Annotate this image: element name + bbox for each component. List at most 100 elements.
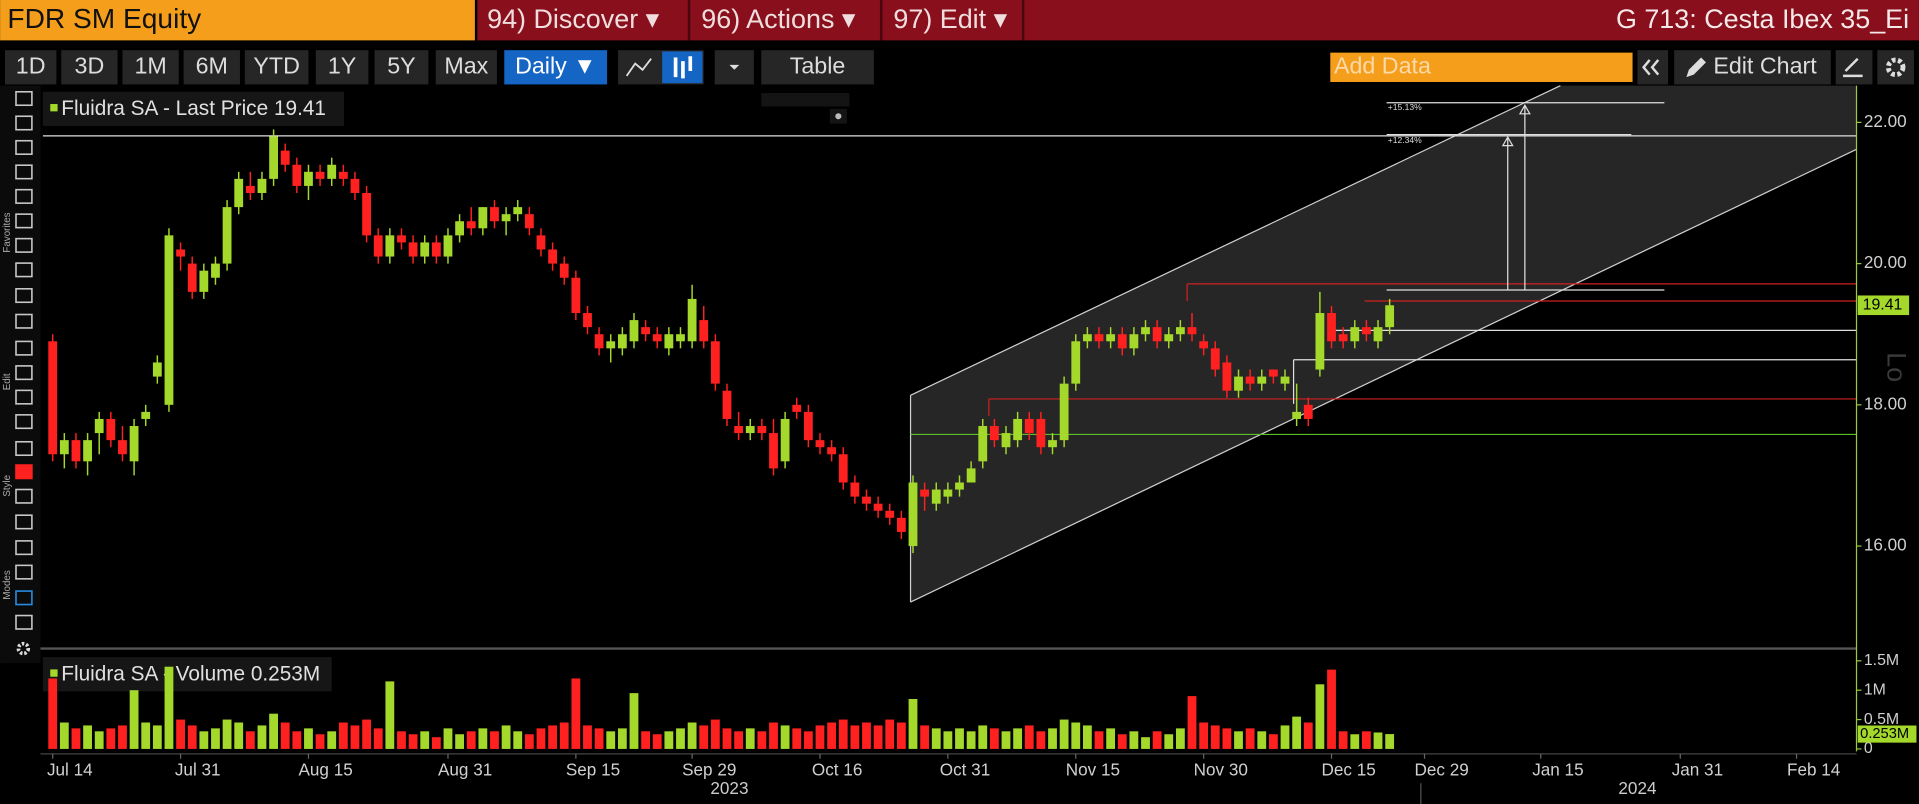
tool-icon[interactable]: [15, 313, 33, 329]
volume-bar: [408, 734, 418, 749]
tool-icon[interactable]: [15, 440, 33, 457]
tool-icon[interactable]: [15, 488, 33, 504]
candle-body: [1222, 362, 1232, 391]
candle-body: [1303, 404, 1313, 419]
volume-bar: [1373, 732, 1383, 749]
ticker-box[interactable]: [0, 0, 475, 41]
candle-body: [187, 263, 197, 292]
settings-cell[interactable]: [0, 646, 41, 664]
tool-icon[interactable]: [15, 590, 33, 606]
tool-icon[interactable]: [15, 340, 33, 356]
tool-icon[interactable]: [15, 389, 33, 405]
collapse-icon: [1641, 59, 1660, 76]
tool-icon[interactable]: [15, 540, 33, 556]
frequency-button[interactable]: [504, 50, 608, 85]
tool-icon[interactable]: [15, 288, 33, 304]
candle-body: [687, 298, 697, 342]
menu[interactable]: 96) Actions ▾: [701, 4, 856, 34]
volume-bar: [687, 722, 697, 749]
y-tick-label: 16.00: [1864, 535, 1907, 555]
volume-bar: [385, 681, 395, 749]
volume-bar: [710, 719, 720, 749]
tool-icon[interactable]: [15, 365, 33, 381]
candle-body: [199, 270, 209, 292]
menu[interactable]: 97) Edit ▾: [893, 4, 1007, 34]
volume-bar: [896, 722, 906, 749]
candle-body: [1268, 369, 1278, 377]
candle-body: [617, 334, 627, 349]
tool-icon[interactable]: [15, 213, 33, 229]
annotation: +12.34%: [1388, 135, 1422, 145]
tool-icon[interactable]: [15, 262, 33, 278]
x-tick-label: Nov 15: [1066, 759, 1120, 779]
candle-body: [48, 341, 58, 455]
volume-bar: [211, 728, 220, 749]
range-button[interactable]: [61, 50, 118, 85]
table-button[interactable]: [761, 50, 874, 85]
candle-body: [304, 171, 313, 186]
candle-body: [466, 221, 476, 229]
range-button[interactable]: [435, 50, 497, 85]
settings-button[interactable]: [1835, 50, 1873, 85]
volume-bar: [1350, 734, 1360, 749]
volume-bar: [745, 728, 755, 749]
candle-body: [362, 192, 372, 236]
gear-button[interactable]: [1877, 50, 1915, 85]
range-button[interactable]: [315, 50, 369, 85]
candle-body: [757, 426, 767, 434]
volume-bar: [652, 734, 662, 749]
volume-bar: [269, 713, 278, 749]
volume-bar: [1071, 722, 1081, 749]
tool-icon[interactable]: [15, 464, 33, 480]
tool-icon[interactable]: [15, 164, 33, 180]
candle-body: [1082, 334, 1092, 342]
tool-icon[interactable]: [15, 414, 33, 430]
volume-bar: [978, 725, 988, 749]
candle-body: [397, 235, 406, 243]
line-icon: [625, 58, 652, 77]
volume-bar: [862, 722, 871, 749]
range-button[interactable]: [244, 50, 309, 85]
candle-body: [583, 313, 592, 328]
tools: [15, 90, 33, 630]
candle-body: [501, 214, 511, 222]
tool-icon[interactable]: [15, 139, 33, 155]
volume-bar: [1048, 728, 1057, 749]
year-label: 2023: [710, 778, 748, 798]
volume-bar: [838, 719, 848, 749]
volume-bar: [722, 728, 732, 749]
candle-body: [850, 482, 860, 497]
range-button[interactable]: [374, 50, 429, 85]
ticker: FDR SM Equity: [7, 3, 201, 34]
candle-body: [606, 341, 616, 349]
candle-body: [780, 418, 790, 462]
tool-icon[interactable]: [15, 614, 33, 630]
candle-body: [257, 178, 267, 193]
tool-icon[interactable]: [15, 564, 33, 580]
table: Table: [790, 52, 846, 78]
mini-toolbar[interactable]: [761, 93, 850, 107]
menu-bar: [477, 0, 1919, 41]
volume-bar: [920, 725, 930, 749]
menu[interactable]: 94) Discover ▾: [487, 4, 659, 34]
x-tick-label: Aug 31: [438, 759, 492, 779]
volume-bar: [1315, 684, 1325, 749]
range-button[interactable]: [4, 50, 57, 85]
candle-body: [1338, 334, 1348, 342]
range-button[interactable]: [183, 50, 240, 85]
range-button[interactable]: [122, 50, 179, 85]
tool-icon[interactable]: [15, 514, 33, 530]
candle-body: [327, 164, 337, 179]
range-label: 6M: [196, 52, 228, 78]
volume-bar: [931, 728, 941, 749]
tool-icon[interactable]: [15, 237, 33, 253]
legend-box: [42, 657, 332, 692]
tool-icon[interactable]: [15, 188, 33, 204]
add-data-box[interactable]: [1330, 52, 1633, 82]
volume-bar: [943, 731, 953, 749]
volume-bar: [129, 690, 139, 749]
tool-icon[interactable]: [15, 115, 33, 131]
volume-bar: [83, 725, 92, 749]
tool-icon[interactable]: [15, 90, 33, 107]
